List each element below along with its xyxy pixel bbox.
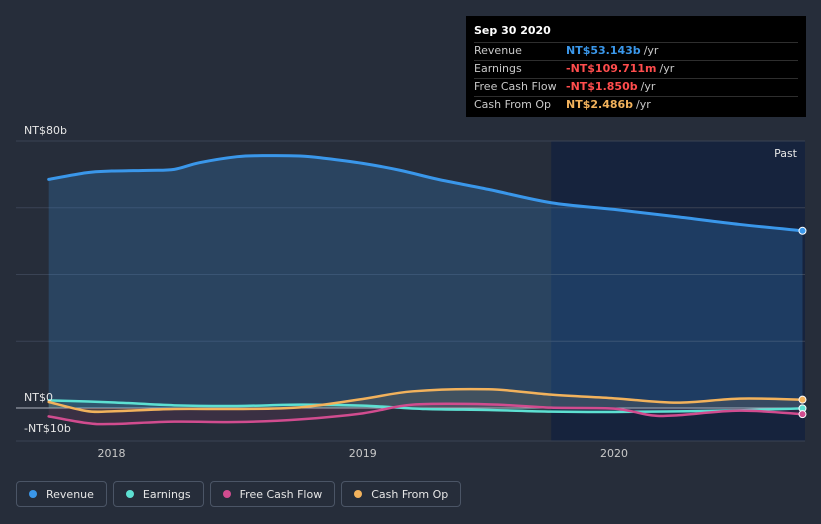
tooltip-row-free-cash-flow: Free Cash Flow -NT$1.850b /yr (474, 78, 798, 96)
cash-from-op-end-marker (798, 395, 807, 404)
legend-dot-icon (29, 490, 37, 498)
tooltip-unit: /yr (659, 62, 675, 75)
tooltip-unit: /yr (636, 98, 651, 111)
y-tick-label: NT$80b (24, 124, 67, 137)
legend-label: Earnings (142, 487, 191, 501)
legend-label: Free Cash Flow (239, 487, 323, 501)
legend-item-revenue[interactable]: Revenue (16, 481, 107, 507)
tooltip-date: Sep 30 2020 (474, 24, 551, 37)
past-region (551, 141, 805, 441)
tooltip-value: -NT$109.711m (566, 62, 657, 75)
tooltip-unit: /yr (643, 44, 659, 57)
gridlines (16, 140, 805, 442)
legend-dot-icon (125, 490, 134, 498)
x-axis-labels: 2018 2019 2020 (97, 447, 628, 460)
free-cash-flow-line (47, 402, 804, 426)
legend-item-earnings[interactable]: Earnings (112, 481, 204, 507)
revenue-area-fill (48, 155, 803, 408)
legend-dot-icon (354, 490, 363, 498)
free-cash-flow-end-marker (798, 410, 807, 419)
tooltip-value: -NT$1.850b (566, 80, 638, 93)
legend-label: Revenue (46, 487, 94, 501)
earnings-line (47, 399, 804, 414)
tooltip-value: NT$53.143b (566, 44, 641, 57)
revenue-end-marker (798, 226, 807, 235)
tooltip-label: Free Cash Flow (474, 80, 557, 93)
tooltip-label: Revenue (474, 44, 522, 57)
tooltip-row-revenue: Revenue NT$53.143b /yr (474, 42, 798, 60)
legend-item-cash-from-op[interactable]: Cash From Op (341, 481, 462, 507)
y-axis-labels: NT$80b NT$0 -NT$10b (24, 124, 71, 435)
legend-dot-icon (222, 490, 231, 498)
revenue-line (47, 154, 804, 233)
x-tick-label: 2019 (349, 447, 377, 460)
cash-from-op-area-fill (48, 389, 803, 412)
series-end-markers (798, 226, 807, 419)
tooltip-row-earnings: Earnings -NT$109.711m /yr (474, 60, 798, 78)
y-tick-label: NT$0 (24, 391, 53, 404)
tooltip-value: NT$2.486b (566, 98, 634, 111)
tooltip-unit: /yr (640, 80, 656, 93)
tooltip-label: Cash From Op (474, 98, 552, 111)
series-lines (47, 154, 804, 426)
tooltip-label: Earnings (474, 62, 522, 75)
cash-from-op-line (47, 387, 804, 414)
past-label: Past (774, 147, 798, 160)
tooltip: Sep 30 2020 Revenue NT$53.143b /yr Earni… (466, 16, 806, 117)
y-tick-label: -NT$10b (24, 422, 71, 435)
legend-label: Cash From Op (371, 487, 449, 501)
x-tick-label: 2018 (97, 447, 125, 460)
legend-item-free-cash-flow[interactable]: Free Cash Flow (209, 481, 336, 507)
legend: Revenue Earnings Free Cash Flow Cash Fro… (16, 481, 462, 507)
x-tick-label: 2020 (600, 447, 628, 460)
tooltip-row-cash-from-op: Cash From Op NT$2.486b /yr (474, 96, 798, 114)
